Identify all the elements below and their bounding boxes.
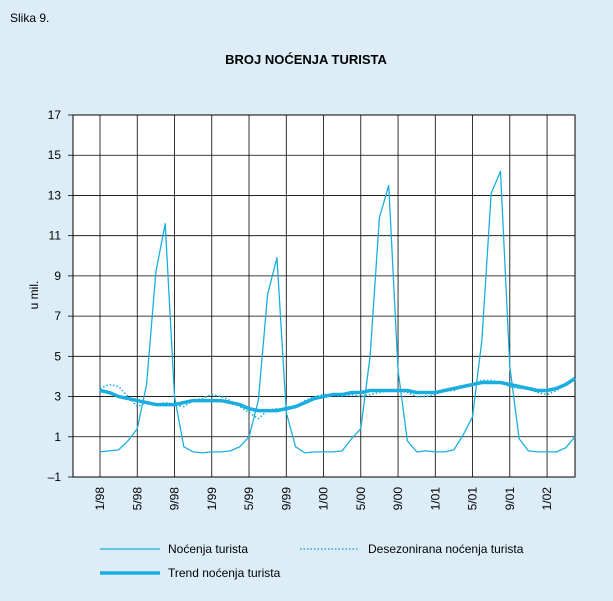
y-tick-label: –1 — [48, 470, 62, 484]
x-tick-label: 9/00 — [391, 487, 405, 511]
x-tick-label: 5/99 — [242, 487, 256, 511]
x-tick-label: 9/99 — [279, 487, 293, 511]
y-tick-label: 13 — [48, 188, 62, 202]
x-tick-label: 1/02 — [540, 487, 554, 511]
x-tick-label: 5/01 — [466, 487, 480, 511]
plot-area — [73, 115, 575, 477]
x-tick-label: 1/01 — [428, 487, 442, 511]
x-tick-label: 1/98 — [93, 487, 107, 511]
y-tick-label: 1 — [54, 430, 61, 444]
legend-label: Desezonirana noćenja turista — [368, 542, 524, 556]
x-tick-label: 1/99 — [205, 487, 219, 511]
x-tick-label: 5/98 — [130, 487, 144, 511]
x-tick-label: 9/01 — [503, 487, 517, 511]
y-tick-label: 5 — [54, 349, 61, 363]
legend-label: Noćenja turista — [168, 542, 248, 556]
figure-label: Slika 9. — [10, 11, 49, 25]
series-line — [99, 170, 576, 454]
x-tick-label: 9/98 — [168, 487, 182, 511]
y-tick-label: 9 — [54, 269, 61, 283]
y-tick-label: 11 — [49, 229, 62, 243]
legend-label: Trend noćenja turista — [168, 566, 281, 580]
y-axis-label: u mil. — [27, 281, 41, 310]
y-tick-label: 3 — [54, 390, 61, 404]
y-tick-label: 7 — [54, 309, 61, 323]
y-tick-label: 17 — [48, 108, 62, 122]
plot-border — [72, 114, 576, 478]
chart-title: BROJ NOĆENJA TURISTA — [225, 52, 387, 67]
series-line — [99, 376, 576, 413]
x-tick-label: 5/00 — [354, 487, 368, 511]
y-tick-label: 15 — [48, 148, 62, 162]
x-tick-label: 1/00 — [317, 487, 331, 511]
